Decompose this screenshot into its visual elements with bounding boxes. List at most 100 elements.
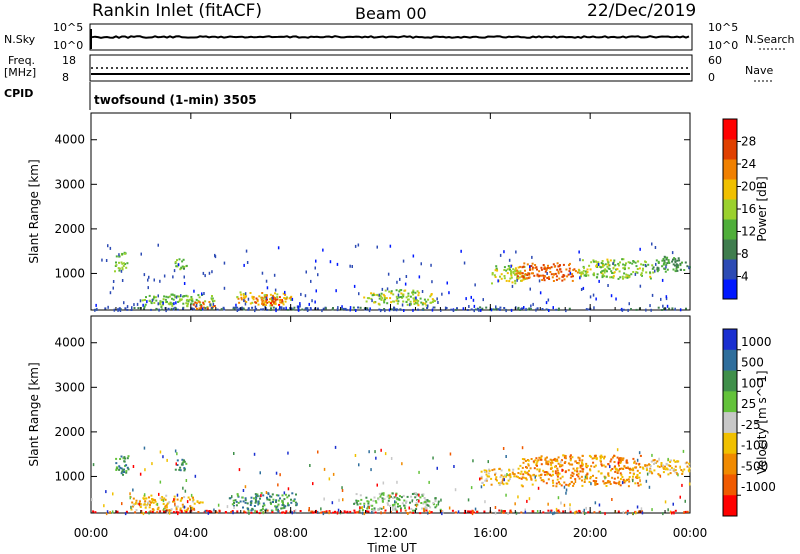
velocity-scatter-cell [259, 471, 261, 475]
power-scatter-cell [296, 305, 299, 309]
power-echo-cell [251, 295, 254, 298]
power-scatter-cell [173, 269, 176, 273]
velocity-echo-cell [494, 478, 497, 481]
power-echo-cell [365, 300, 368, 303]
power-echo-cell [160, 306, 163, 309]
velocity-echo-cell [193, 502, 196, 505]
velocity-echo-cell [547, 460, 550, 463]
velocity-scatter-cell [569, 507, 571, 511]
power-echo-cell [671, 260, 674, 263]
velocity-echo-cell [669, 461, 672, 463]
power-echo-cell [499, 306, 502, 309]
velocity-scatter-cell [636, 458, 639, 462]
power-scatter-cell [639, 247, 641, 251]
power-echo-cell [192, 308, 195, 311]
velocity-echo-cell [586, 464, 589, 467]
velocity-scatter-cell [380, 511, 382, 515]
power-scatter-cell [397, 293, 400, 297]
power-echo-cell [182, 295, 184, 298]
power-echo-cell [178, 258, 181, 261]
velocity-echo-cell [154, 500, 157, 503]
velocity-echo-cell [674, 469, 677, 471]
power-echo-cell [622, 267, 625, 270]
power-scatter-cell [314, 300, 316, 304]
velocity-scatter-cell [358, 463, 360, 467]
velocity-echo-cell [618, 461, 621, 464]
power-echo-cell [429, 301, 432, 304]
velocity-scatter-cell [453, 465, 455, 468]
power-echo-cell [240, 296, 243, 299]
velocity-echo-cell [236, 493, 239, 496]
velocity-echo-cell [688, 462, 691, 465]
velocity-echo-cell [574, 460, 577, 463]
power-scatter-cell [510, 264, 512, 268]
time-tick-label: 00:00 [673, 526, 708, 540]
velocity-echo-cell [669, 465, 672, 467]
power-scatter-cell [336, 262, 339, 266]
velocity-echo-cell [609, 469, 612, 472]
power-scatter-cell [212, 302, 215, 306]
power-echo-cell [597, 261, 600, 264]
velocity-echo-region [480, 467, 516, 487]
power-echo-cell [380, 298, 383, 301]
velocity-echo-cell [275, 508, 278, 511]
power-echo-cell [515, 272, 518, 275]
velocity-echo-cell [381, 492, 384, 495]
power-colorbar-segment [723, 279, 737, 300]
velocity-echo-cell [546, 473, 549, 476]
velocity-echo-cell [166, 502, 169, 505]
power-echo-cell [562, 263, 565, 266]
velocity-echo-cell [415, 502, 418, 504]
velocity-echo-cell [254, 501, 257, 504]
velocity-echo-cell [165, 494, 168, 497]
power-echo-cell [125, 266, 128, 269]
velocity-scatter-cell [641, 511, 644, 515]
velocity-echo-cell [419, 512, 422, 515]
velocity-scatter-cell [331, 501, 334, 505]
velocity-echo-cell [122, 473, 124, 476]
power-echo-cell [168, 303, 171, 306]
power-scatter-cell [131, 306, 133, 310]
velocity-echo-cell [509, 476, 512, 478]
cpid-value: twofsound (1-min) 3505 [94, 93, 257, 107]
power-echo-cell [242, 307, 245, 310]
velocity-echo-cell [498, 467, 501, 470]
velocity-echo-cell [410, 507, 413, 510]
velocity-echo-cell [363, 502, 366, 505]
power-scatter-cell [688, 266, 690, 270]
velocity-scatter-cell [390, 457, 393, 460]
velocity-echo-cell [577, 472, 580, 475]
velocity-echo-cell [280, 507, 283, 510]
power-echo-cell [580, 273, 583, 275]
velocity-echo-cell [687, 469, 690, 472]
velocity-scatter-cell [440, 498, 442, 502]
velocity-scatter-cell [574, 480, 577, 483]
velocity-echo-cell [258, 502, 261, 505]
power-echo-cell [176, 308, 179, 311]
power-echo-cell [400, 292, 403, 295]
velocity-echo-cell [571, 463, 574, 466]
power-echo-cell [415, 299, 418, 302]
power-scatter-cell [235, 303, 237, 307]
velocity-echo-region [641, 459, 691, 477]
power-echo-cell [517, 266, 520, 269]
velocity-echo-cell [437, 500, 440, 503]
velocity-scatter-cell [287, 487, 290, 491]
velocity-echo-cell [147, 501, 150, 504]
power-echo-cell [177, 301, 180, 303]
power-echo-cell [247, 307, 250, 310]
power-echo-cell [526, 274, 529, 277]
power-echo-cell [190, 296, 193, 298]
power-scatter-cell [403, 309, 405, 312]
velocity-echo-cell [544, 457, 547, 460]
velocity-echo-cell [667, 473, 670, 476]
power-echo-cell [608, 268, 611, 270]
power-echo-cell [180, 298, 183, 301]
velocity-echo-cell [250, 500, 253, 503]
velocity-echo-cell [547, 509, 550, 512]
velocity-echo-cell [126, 466, 129, 469]
velocity-scatter-cell [242, 489, 245, 492]
power-echo-cell [166, 300, 168, 303]
power-scatter-cell [308, 302, 310, 306]
velocity-echo-cell [480, 477, 483, 480]
